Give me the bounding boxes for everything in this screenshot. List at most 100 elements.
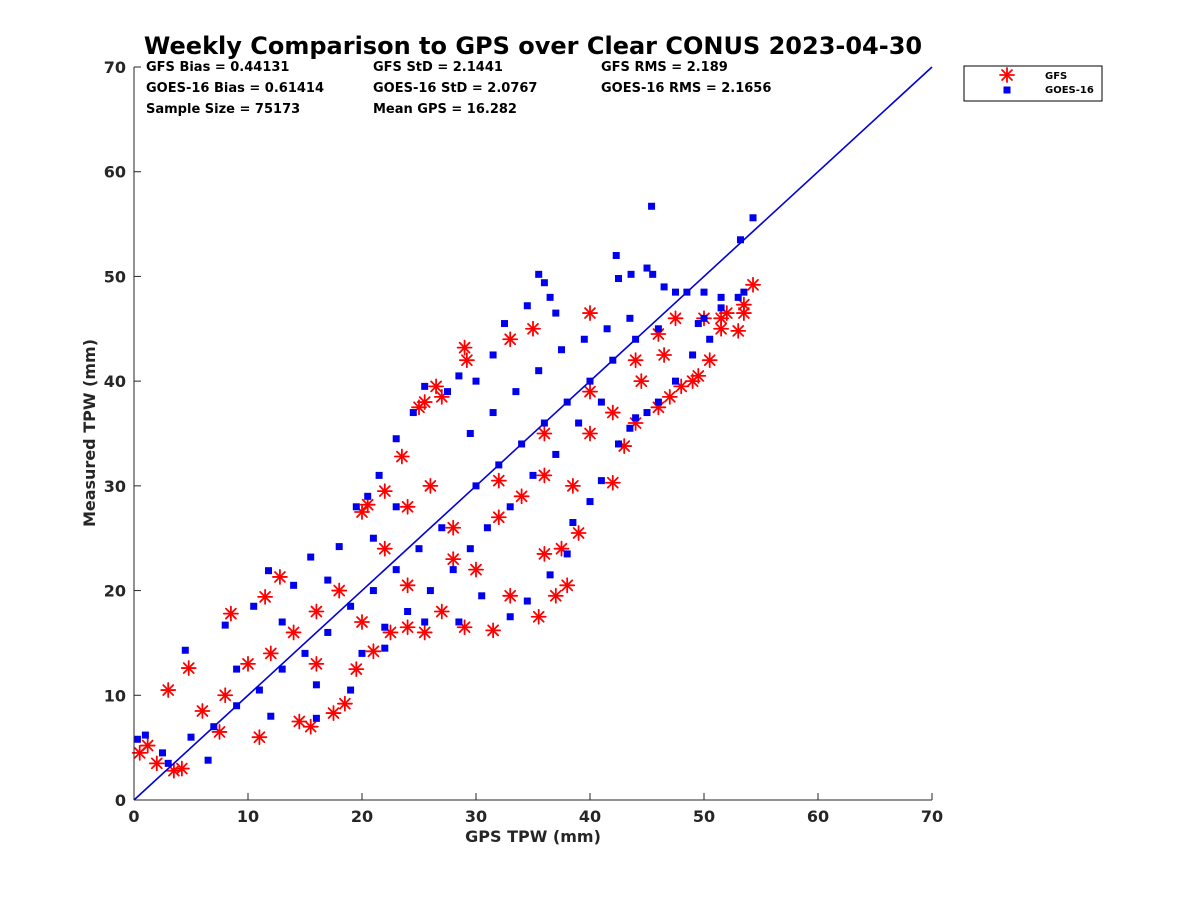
- goes16-point: [324, 576, 332, 584]
- goes16-point: [369, 587, 377, 595]
- goes16-point: [204, 756, 212, 764]
- goes16-point: [221, 621, 229, 629]
- gfs-point: [701, 352, 718, 369]
- gfs-point: [604, 474, 621, 491]
- stat-sample-size: Sample Size = 75173: [146, 102, 300, 117]
- gfs-point: [416, 624, 433, 641]
- gfs-point: [272, 569, 288, 585]
- x-tick-label: 60: [807, 807, 829, 826]
- goes16-point: [512, 388, 520, 396]
- y-tick-label: 60: [104, 163, 126, 182]
- gfs-point: [376, 540, 393, 557]
- goes16-point: [381, 644, 389, 652]
- gfs-point: [490, 472, 507, 489]
- goes16-point: [444, 388, 451, 396]
- goes16-point: [381, 623, 389, 631]
- goes16-point: [347, 602, 355, 610]
- goes16-point: [335, 543, 343, 551]
- goes16-point: [421, 382, 429, 390]
- gfs-point: [393, 448, 410, 465]
- gfs-point: [308, 603, 325, 620]
- gfs-point: [359, 496, 376, 513]
- goes16-point: [740, 288, 748, 296]
- gfs-point: [285, 624, 302, 641]
- gfs-point: [354, 614, 370, 630]
- goes16-point: [483, 524, 491, 532]
- gfs-point: [553, 540, 570, 557]
- gfs-point: [627, 352, 644, 369]
- stats-block: GFS Bias = 0.44131 GFS StD = 2.1441 GFS …: [146, 60, 771, 117]
- stat-goes-std: GOES-16 StD = 2.0767: [373, 81, 537, 96]
- gfs-point: [536, 425, 553, 442]
- goes16-point: [694, 320, 702, 328]
- gfs-point: [604, 404, 621, 421]
- x-axis-label: GPS TPW (mm): [465, 827, 601, 846]
- gfs-point: [736, 296, 752, 313]
- gfs-point: [690, 368, 707, 384]
- stat-gfs-rms: GFS RMS = 2.189: [601, 60, 728, 75]
- gfs-point: [730, 322, 747, 339]
- gfs-point: [160, 682, 177, 698]
- goes16-point: [597, 477, 605, 485]
- goes16-point: [586, 498, 594, 506]
- goes16-point: [529, 471, 537, 479]
- goes16-point: [734, 293, 742, 301]
- goes16-point: [392, 503, 400, 511]
- gfs-point: [291, 713, 308, 730]
- gfs-point: [502, 331, 519, 348]
- goes16-point: [187, 733, 195, 741]
- gfs-point: [217, 687, 234, 704]
- gfs-point: [422, 477, 439, 494]
- goes16-point: [612, 251, 620, 259]
- goes16-point: [255, 686, 263, 694]
- gfs-point: [502, 587, 519, 604]
- goes16-point: [689, 351, 697, 359]
- legend-gfs-asterisk: [999, 67, 1015, 83]
- gfs-point: [331, 582, 348, 599]
- gfs-point: [365, 643, 382, 660]
- goes16-point: [626, 424, 634, 432]
- goes16-point: [421, 618, 429, 626]
- goes16-point: [455, 618, 463, 626]
- gfs-point: [148, 755, 165, 772]
- goes16-point: [489, 351, 497, 359]
- stat-goes-rms: GOES-16 RMS = 2.1656: [601, 81, 771, 96]
- gfs-point: [582, 383, 598, 400]
- goes16-point: [552, 450, 560, 458]
- goes16-point: [352, 503, 360, 511]
- goes16-point: [506, 613, 514, 621]
- goes16-point: [233, 665, 241, 673]
- gfs-point: [559, 577, 576, 594]
- gfs-point: [433, 388, 450, 405]
- x-tick-label: 40: [579, 807, 601, 826]
- gfs-point: [736, 305, 752, 321]
- gfs-point: [325, 705, 342, 721]
- gfs-points: [131, 276, 761, 779]
- gfs-point: [713, 320, 729, 337]
- x-tick-label: 50: [693, 807, 715, 826]
- gfs-point: [180, 660, 197, 676]
- goes16-point: [415, 545, 423, 553]
- stat-gfs-bias: GFS Bias = 0.44131: [146, 60, 289, 75]
- legend: GFS GOES-16: [963, 65, 1103, 102]
- gfs-point: [376, 483, 393, 499]
- goes16-point: [535, 270, 543, 278]
- gfs-point: [308, 655, 325, 672]
- gfs-point: [547, 587, 564, 604]
- goes16-point: [455, 372, 463, 380]
- goes16-point: [626, 314, 634, 322]
- gfs-point: [536, 546, 553, 562]
- gfs-point: [433, 603, 450, 620]
- goes16-point: [654, 398, 662, 406]
- one-to-one-line: [133, 66, 933, 801]
- gfs-point: [445, 551, 462, 568]
- goes16-point: [301, 649, 309, 657]
- goes16-point: [472, 377, 480, 385]
- stat-mean-gps: Mean GPS = 16.282: [373, 102, 517, 117]
- gfs-point: [416, 394, 433, 410]
- goes16-point: [615, 275, 622, 283]
- gfs-point: [633, 373, 650, 390]
- y-tick-label: 40: [104, 372, 126, 391]
- goes16-point: [409, 409, 417, 417]
- chart-title: Weekly Comparison to GPS over Clear CONU…: [144, 32, 922, 60]
